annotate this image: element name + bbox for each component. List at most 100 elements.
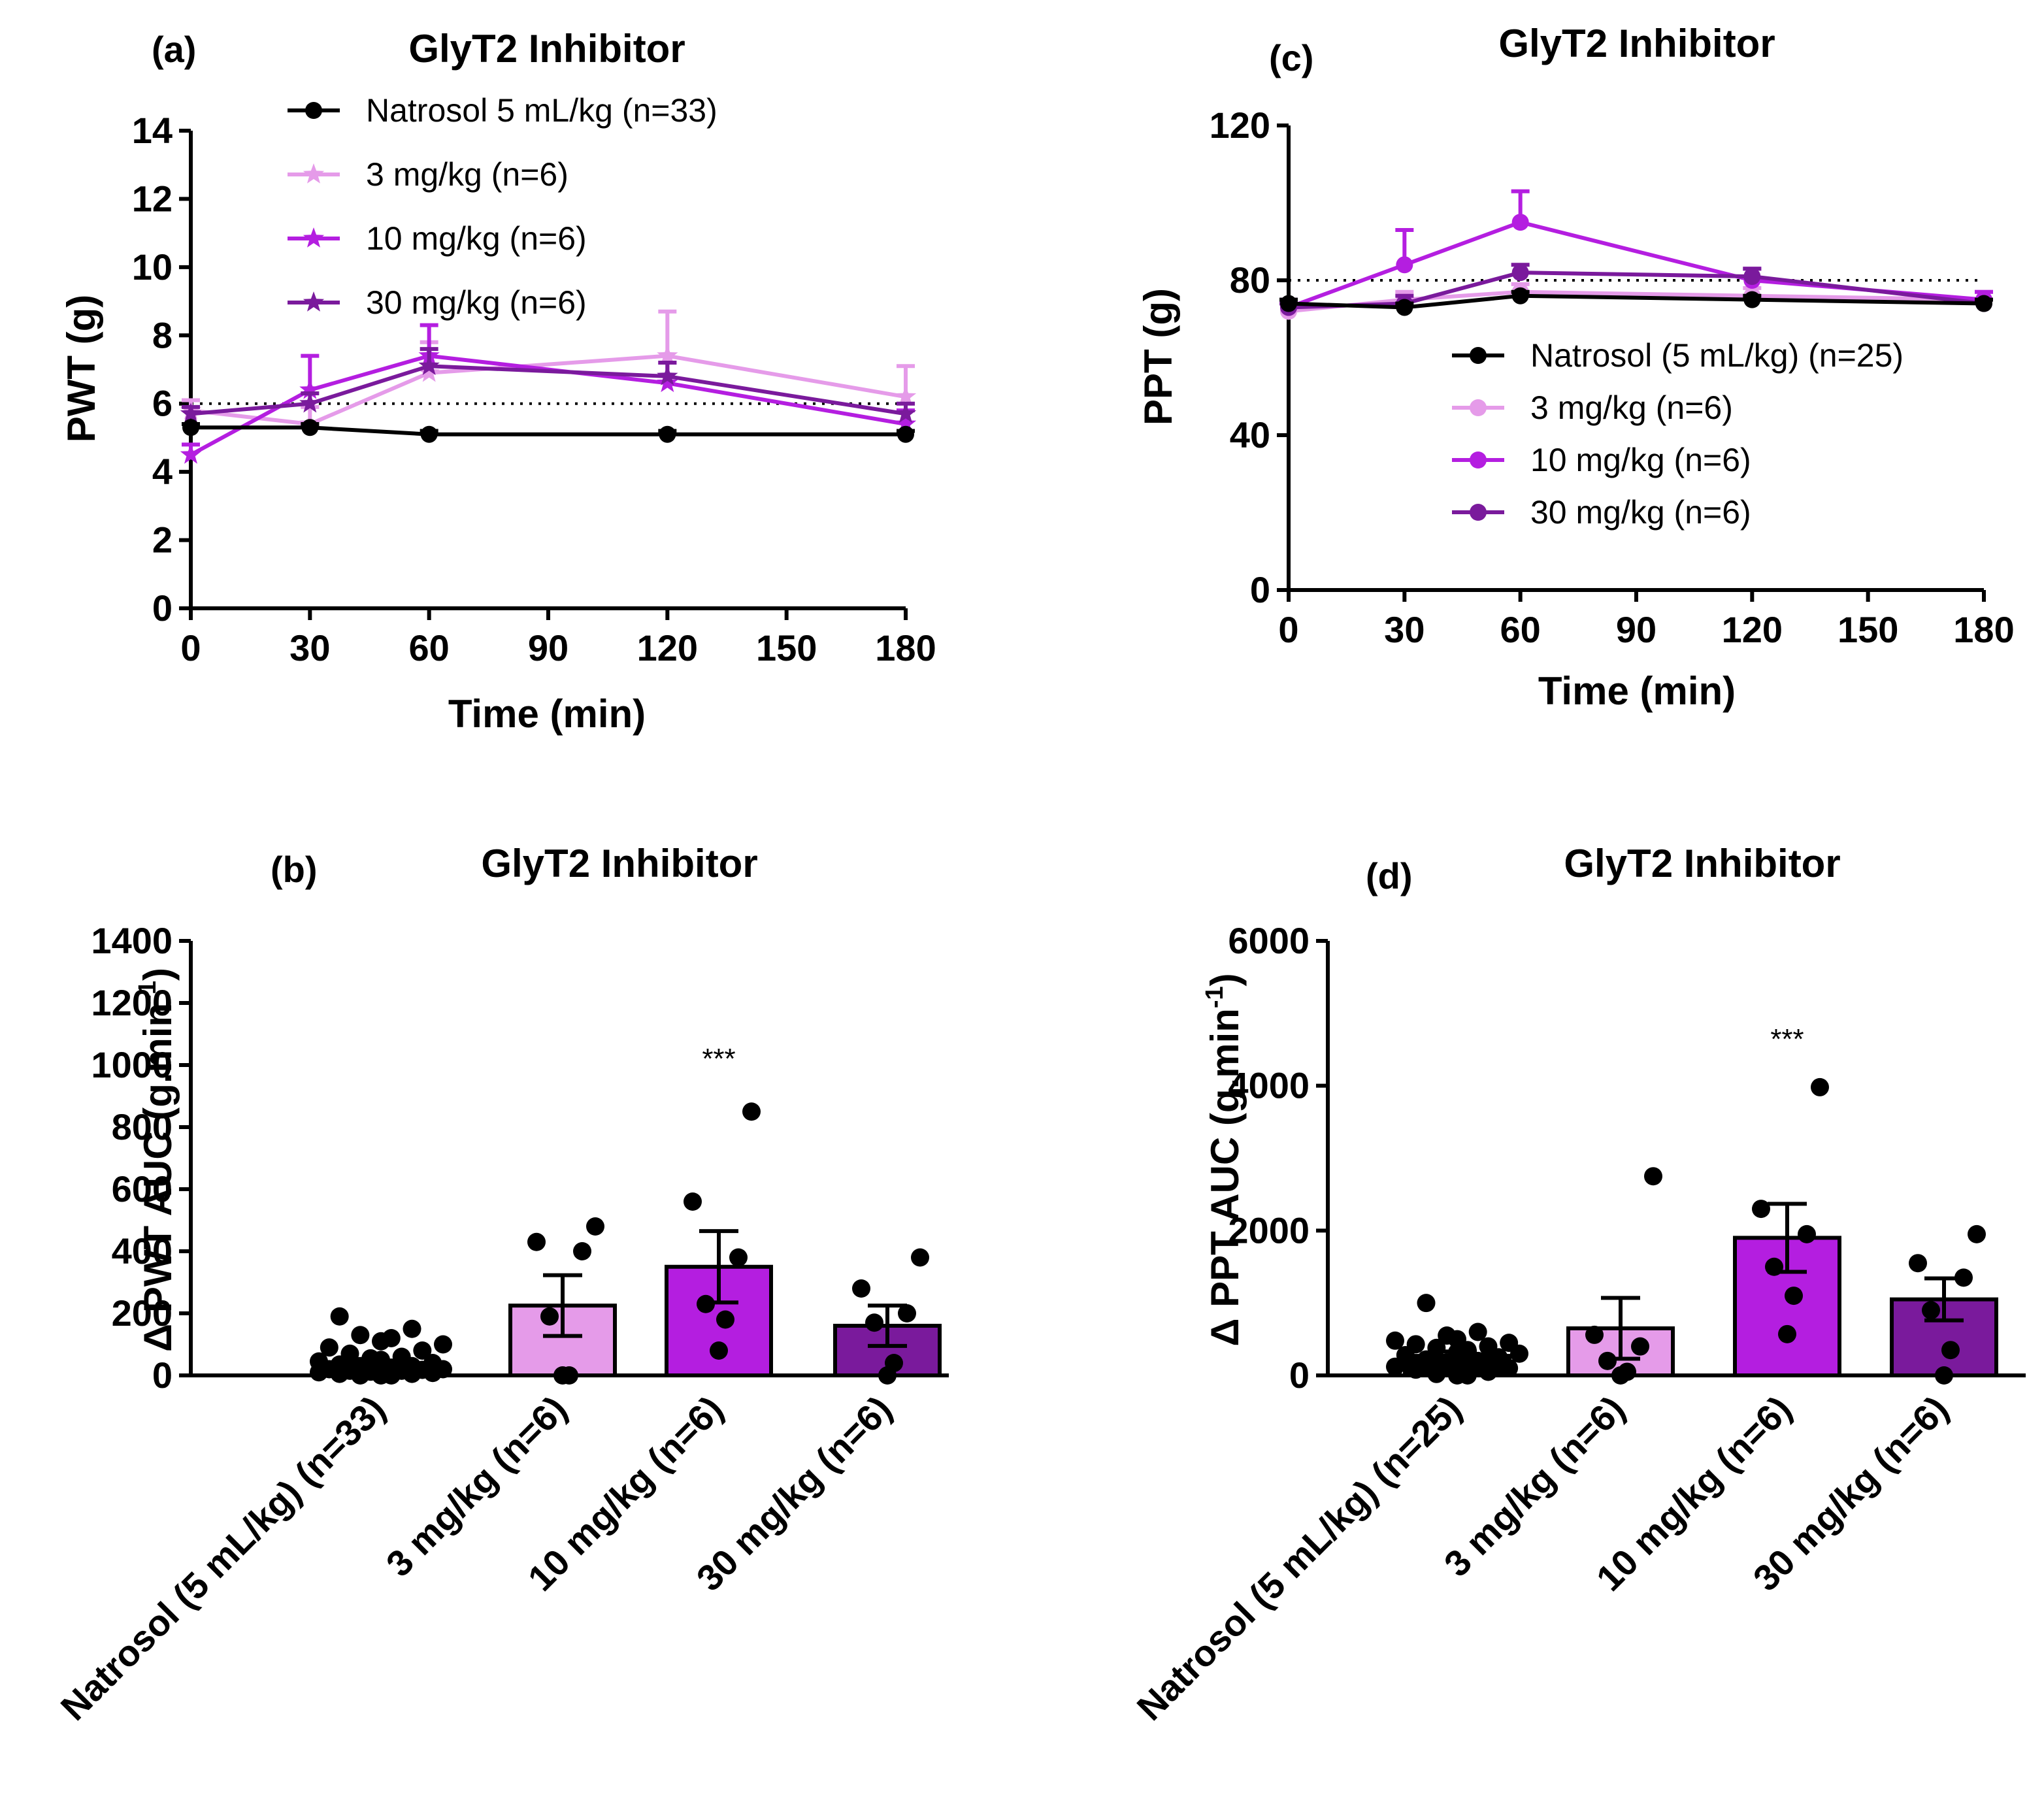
data-point: [1785, 1287, 1803, 1305]
panel-b-ylabel: Δ PWT AUC (g.min-1): [134, 968, 180, 1352]
data-point: [684, 1192, 702, 1211]
data-point: [1644, 1167, 1662, 1186]
data-point: [1479, 1337, 1498, 1356]
data-point: [852, 1279, 870, 1298]
data-point: [320, 1338, 338, 1357]
y-tick-label: 4000: [1228, 1065, 1310, 1106]
panel-b-ylabel-sup: -1: [134, 981, 161, 1003]
panel-c-title: GlyT2 Inhibitor: [1498, 22, 1775, 65]
data-point: [1752, 1200, 1770, 1219]
data-point: [573, 1242, 591, 1260]
data-point: [413, 1341, 432, 1360]
panel-c-ticks: 0 40 80 120 0 30 60 90 120 150 180: [1210, 105, 2015, 650]
x-tick-label: 120: [637, 627, 698, 668]
legend-swatch-marker: [1470, 347, 1487, 364]
x-tick-label: 150: [756, 627, 817, 668]
data-point: [586, 1217, 604, 1236]
x-tick-label: 0: [180, 627, 201, 668]
data-point: [418, 361, 440, 382]
y-tick-label: 1200: [91, 982, 173, 1023]
data-point: [540, 1307, 559, 1326]
legend-swatch-marker: [1470, 399, 1487, 416]
data-point: [1968, 1224, 1986, 1243]
data-point: [299, 392, 321, 413]
data-point: [420, 425, 438, 443]
y-tick-label: 12: [132, 178, 173, 219]
data-point: [1975, 295, 1992, 312]
legend-swatch-marker: [1470, 452, 1487, 468]
panel-c-ylabel: PPT (g): [1136, 288, 1180, 425]
data-point: [1500, 1334, 1519, 1353]
panel-a-xlabel: Time (min): [448, 692, 646, 736]
data-point: [1511, 214, 1529, 231]
y-tick-label: 200: [112, 1292, 173, 1334]
data-point: [1598, 1351, 1617, 1370]
data-point: [180, 444, 202, 464]
data-point: [403, 1319, 421, 1338]
data-point: [895, 386, 917, 406]
data-point: [301, 419, 319, 436]
y-tick-label: 1000: [91, 1044, 173, 1085]
data-point: [657, 372, 678, 393]
panel-c-xlabel: Time (min): [1538, 669, 1736, 713]
legend-swatch-marker: [303, 227, 325, 248]
panel-b-label: (b): [271, 849, 318, 890]
x-tick-label: 180: [875, 627, 936, 668]
data-point: [351, 1326, 370, 1345]
data-point: [361, 1349, 380, 1368]
data-point: [1798, 1224, 1816, 1243]
data-point: [1396, 299, 1413, 316]
legend-swatch-marker: [303, 163, 325, 184]
data-point: [1511, 264, 1529, 282]
data-point: [865, 1313, 883, 1332]
y-tick-label: 6: [152, 383, 173, 424]
y-tick-label: 40: [1230, 414, 1270, 455]
data-point: [716, 1310, 734, 1329]
data-point: [340, 1344, 359, 1363]
legend-swatch-marker: [305, 102, 322, 119]
legend-label: Natrosol 5 mL/kg (n=33): [366, 92, 717, 129]
panel-a-legend: Natrosol 5 mL/kg (n=33) 3 mg/kg (n=6) 10 m…: [288, 92, 717, 321]
x-tick-label: 60: [409, 627, 450, 668]
data-point: [310, 1352, 328, 1371]
panel-c-legend: Natrosol (5 mL/kg) (n=25) 3 mg/kg (n=6) 10…: [1452, 337, 1904, 531]
data-point: [1954, 1268, 1973, 1287]
x-tick-label: 0: [1278, 609, 1298, 650]
legend-label: 30 mg/kg (n=6): [1530, 494, 1751, 531]
data-point: [1585, 1325, 1604, 1344]
data-point: [330, 1307, 349, 1326]
data-point: [1941, 1341, 1960, 1360]
panel-b-ylabel-close: ): [136, 968, 180, 981]
data-point: [1631, 1337, 1649, 1356]
data-point: [1922, 1301, 1940, 1320]
panel-d-ylabel-close: ): [1203, 973, 1247, 986]
y-tick-label: 800: [112, 1106, 173, 1147]
series-line: [191, 425, 906, 436]
data-point: [1743, 291, 1761, 308]
data-point: [911, 1248, 929, 1267]
data-point: [1511, 287, 1529, 304]
panel-a: (a) GlyT2 Inhibitor PWT (g) Time (min) 0…: [59, 27, 936, 736]
panel-c-label: (c): [1269, 37, 1313, 78]
data-point: [434, 1335, 452, 1354]
y-tick-label: 2: [152, 519, 173, 561]
legend-label: 10 mg/kg (n=6): [366, 220, 587, 257]
y-tick-label: 6000: [1228, 920, 1310, 961]
data-point: [895, 402, 917, 423]
panel-b-title: GlyT2 Inhibitor: [481, 842, 757, 885]
data-point: [1280, 295, 1297, 312]
y-tick-label: 14: [132, 110, 173, 151]
panel-d-label: (d): [1366, 855, 1413, 896]
data-point: [1468, 1322, 1487, 1341]
panel-b-ylabel-main: Δ PWT AUC (g.min: [136, 1003, 180, 1352]
data-point: [180, 402, 202, 423]
data-point: [710, 1341, 728, 1360]
x-tick-label: 60: [1500, 609, 1541, 650]
x-tick-label: 90: [528, 627, 569, 668]
category-label: Natrosol (5 mL/kg) (n=25): [1129, 1388, 1470, 1728]
panel-d-plot: ***: [1326, 941, 2026, 1385]
data-point: [382, 1329, 401, 1347]
data-point: [1427, 1338, 1446, 1357]
panel-b: (b) GlyT2 Inhibitor Δ PWT AUC (g.min-1) …: [53, 842, 949, 1728]
x-tick-label: 150: [1838, 609, 1898, 650]
